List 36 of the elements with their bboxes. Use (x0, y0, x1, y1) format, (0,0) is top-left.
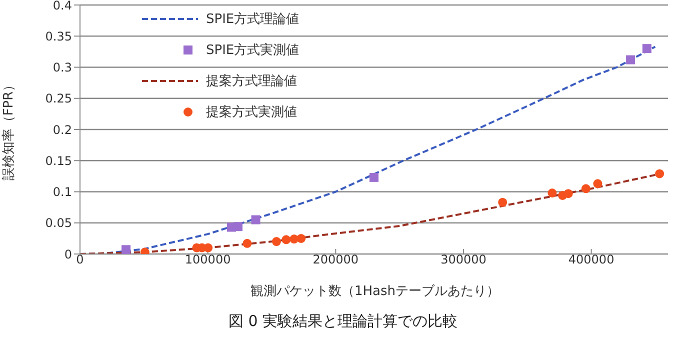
y-tick-label: 0.1 (52, 185, 72, 200)
point (655, 169, 664, 178)
point (548, 188, 557, 198)
y-tick-label: 0.3 (52, 60, 72, 75)
point (498, 198, 508, 207)
point (282, 235, 291, 244)
point (642, 44, 652, 54)
y-tick-label: 0.4 (52, 0, 72, 12)
point (581, 184, 590, 194)
x-tick-label: 200000 (312, 252, 359, 267)
point (296, 234, 306, 243)
x-tick-label: 0 (76, 252, 84, 267)
legend-label: 提案方式実測値 (206, 104, 297, 120)
caption: 図 0 実験結果と理論計算での比較 (227, 312, 459, 331)
legend-label: 提案方式理論値 (206, 72, 297, 90)
y-tick-label: 0.05 (45, 216, 72, 230)
y-tick-label: 0.25 (45, 92, 72, 106)
point (593, 179, 602, 188)
point (564, 189, 573, 198)
y-tick-label: 0.15 (45, 154, 72, 168)
x-axis-title: 観測パケット数（1Hashテーブルあたり） (249, 283, 501, 300)
y-axis-title: 誤検知率（FPR） (0, 78, 17, 181)
x-tick-label: 100000 (184, 252, 231, 267)
point (122, 245, 131, 254)
legend-label: SPIE方式実測値 (206, 42, 300, 58)
point (233, 222, 242, 232)
y-tick-label: 0.35 (45, 29, 72, 44)
point (626, 55, 636, 64)
legend-label: SPIE方式理論値 (206, 10, 300, 28)
x-tick-label: 400000 (568, 252, 614, 267)
point (251, 215, 260, 224)
y-tick-label: 0.2 (52, 122, 72, 137)
x-tick-label: 300000 (440, 252, 486, 267)
point (272, 237, 281, 246)
point (242, 238, 252, 248)
point (370, 172, 378, 182)
